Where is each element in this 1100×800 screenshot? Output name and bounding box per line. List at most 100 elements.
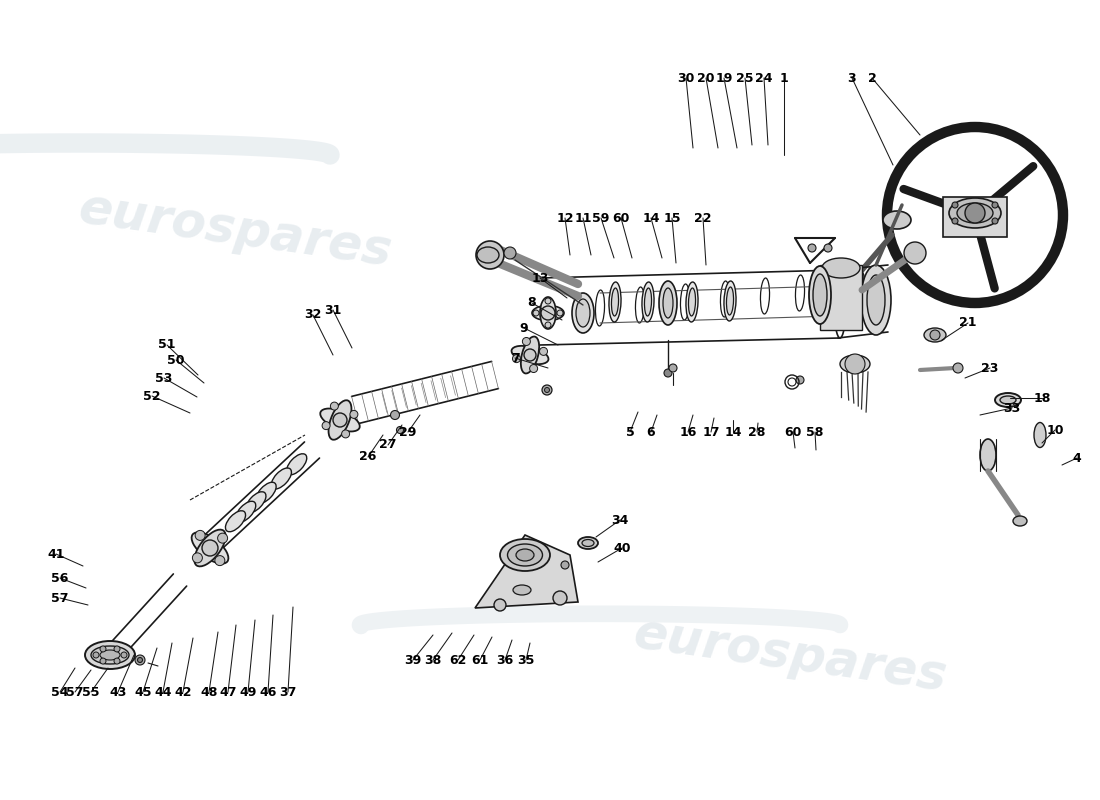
Text: 42: 42 <box>174 686 191 698</box>
Ellipse shape <box>507 544 542 566</box>
Circle shape <box>476 241 504 269</box>
Text: 57: 57 <box>66 686 84 698</box>
Text: 37: 37 <box>279 686 297 698</box>
Circle shape <box>965 203 985 223</box>
Circle shape <box>138 658 143 662</box>
Circle shape <box>669 364 676 372</box>
Text: 55: 55 <box>82 686 100 698</box>
Text: 50: 50 <box>167 354 185 366</box>
Circle shape <box>557 310 563 316</box>
Ellipse shape <box>724 281 736 321</box>
Ellipse shape <box>822 258 860 278</box>
Text: 19: 19 <box>715 71 733 85</box>
Circle shape <box>544 298 551 304</box>
Ellipse shape <box>329 400 352 440</box>
Ellipse shape <box>924 328 946 342</box>
Circle shape <box>114 658 120 664</box>
Circle shape <box>121 652 126 658</box>
Text: 43: 43 <box>109 686 126 698</box>
Text: 49: 49 <box>240 686 256 698</box>
Circle shape <box>561 561 569 569</box>
Ellipse shape <box>512 346 549 364</box>
Ellipse shape <box>235 502 256 522</box>
Circle shape <box>195 530 205 540</box>
Circle shape <box>544 387 550 393</box>
Circle shape <box>796 376 804 384</box>
Circle shape <box>504 247 516 259</box>
Text: 34: 34 <box>612 514 629 526</box>
Text: 26: 26 <box>360 450 376 463</box>
Circle shape <box>529 365 538 373</box>
Ellipse shape <box>91 646 129 664</box>
Text: 48: 48 <box>200 686 218 698</box>
Text: 47: 47 <box>219 686 236 698</box>
Ellipse shape <box>1034 422 1046 447</box>
Circle shape <box>396 426 404 434</box>
Text: 1: 1 <box>780 71 789 85</box>
Text: 12: 12 <box>557 211 574 225</box>
Text: 36: 36 <box>496 654 514 666</box>
Text: 28: 28 <box>748 426 766 438</box>
Text: 56: 56 <box>52 571 68 585</box>
Text: 31: 31 <box>324 303 342 317</box>
Circle shape <box>322 422 330 430</box>
Circle shape <box>992 218 998 224</box>
Circle shape <box>553 591 566 605</box>
Text: 16: 16 <box>680 426 696 438</box>
Ellipse shape <box>996 393 1021 407</box>
Circle shape <box>192 553 202 563</box>
Text: 41: 41 <box>47 547 65 561</box>
Ellipse shape <box>245 492 266 513</box>
Circle shape <box>846 268 864 286</box>
Circle shape <box>94 652 99 658</box>
Circle shape <box>845 354 865 374</box>
Ellipse shape <box>578 537 598 549</box>
Circle shape <box>202 540 218 556</box>
Circle shape <box>952 218 958 224</box>
Ellipse shape <box>532 306 564 321</box>
Text: 61: 61 <box>471 654 488 666</box>
Circle shape <box>390 410 399 419</box>
Circle shape <box>542 385 552 395</box>
Text: 11: 11 <box>574 211 592 225</box>
Ellipse shape <box>883 211 911 229</box>
Ellipse shape <box>867 275 886 325</box>
Text: 17: 17 <box>702 426 719 438</box>
Text: 52: 52 <box>143 390 161 402</box>
Ellipse shape <box>272 468 292 489</box>
Text: 20: 20 <box>697 71 715 85</box>
Text: 4: 4 <box>1072 451 1081 465</box>
Text: 13: 13 <box>531 271 549 285</box>
Text: 10: 10 <box>1046 423 1064 437</box>
Text: 14: 14 <box>724 426 741 438</box>
Ellipse shape <box>726 287 734 315</box>
Ellipse shape <box>840 355 870 373</box>
Ellipse shape <box>320 409 360 431</box>
Text: 27: 27 <box>379 438 397 451</box>
Text: 62: 62 <box>449 654 466 666</box>
Circle shape <box>952 202 958 208</box>
Text: 30: 30 <box>678 71 695 85</box>
Circle shape <box>342 430 350 438</box>
Ellipse shape <box>500 539 550 571</box>
Text: 8: 8 <box>528 297 537 310</box>
Ellipse shape <box>980 439 996 471</box>
Ellipse shape <box>195 530 226 566</box>
Text: 33: 33 <box>1003 402 1021 414</box>
Text: 60: 60 <box>784 426 802 438</box>
Text: 22: 22 <box>694 211 712 225</box>
Ellipse shape <box>576 299 590 327</box>
Text: 46: 46 <box>260 686 277 698</box>
Polygon shape <box>820 265 862 330</box>
Circle shape <box>534 310 539 316</box>
Ellipse shape <box>861 265 891 335</box>
Ellipse shape <box>1000 396 1016 404</box>
Ellipse shape <box>645 288 651 316</box>
Ellipse shape <box>1013 516 1027 526</box>
Circle shape <box>214 556 224 566</box>
Text: 57: 57 <box>52 591 68 605</box>
Polygon shape <box>475 535 578 608</box>
Text: 29: 29 <box>399 426 417 438</box>
Ellipse shape <box>540 297 556 329</box>
Text: 21: 21 <box>959 317 977 330</box>
